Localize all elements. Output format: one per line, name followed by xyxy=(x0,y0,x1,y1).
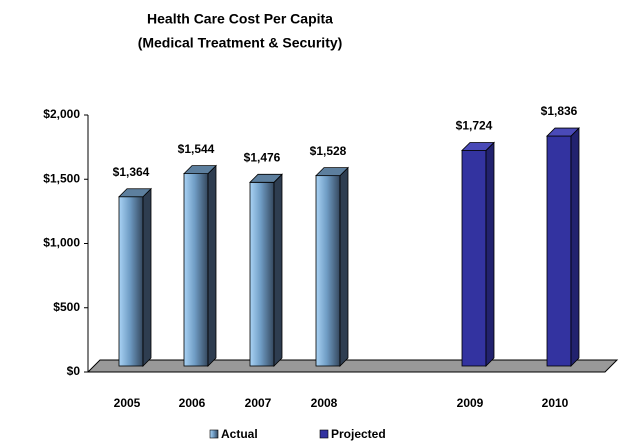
bar-top xyxy=(183,165,217,174)
value-label: $1,724 xyxy=(456,119,493,133)
x-tick-label: 2008 xyxy=(311,396,338,410)
floor xyxy=(86,359,619,373)
bar-top xyxy=(118,188,152,198)
legend-swatch xyxy=(209,429,219,439)
bar xyxy=(315,175,341,367)
value-label: $1,528 xyxy=(310,144,347,158)
bar-side xyxy=(485,141,495,367)
bar-top xyxy=(249,173,283,183)
y-tick-label: $2,000 xyxy=(43,107,80,121)
bar-side xyxy=(339,166,349,367)
bar xyxy=(546,135,572,367)
bar xyxy=(118,196,144,367)
bar-side xyxy=(207,164,217,367)
bar-side xyxy=(570,127,580,367)
bar-side xyxy=(142,187,152,367)
y-tick-label: $1,500 xyxy=(43,171,80,185)
y-tick-label: $1,000 xyxy=(43,236,80,250)
value-label: $1,476 xyxy=(244,151,281,165)
value-label: $1,836 xyxy=(541,104,578,118)
y-tick-label: $500 xyxy=(53,300,80,314)
x-tick-label: 2005 xyxy=(114,396,141,410)
legend-label: Actual xyxy=(221,427,258,441)
bar-top xyxy=(546,127,580,137)
chart-subtitle: (Medical Treatment & Security) xyxy=(138,35,343,51)
x-tick-label: 2010 xyxy=(542,396,569,410)
bar-top xyxy=(315,167,349,177)
bar xyxy=(249,181,275,367)
chart-title: Health Care Cost Per Capita xyxy=(147,11,333,27)
x-tick-label: 2007 xyxy=(245,396,272,410)
x-tick-label: 2009 xyxy=(457,396,484,410)
x-tick-label: 2006 xyxy=(179,396,206,410)
legend-swatch xyxy=(319,429,329,439)
bar-top xyxy=(461,142,495,151)
bar-side xyxy=(273,173,283,367)
bar xyxy=(183,173,209,367)
y-tick-label: $0 xyxy=(67,364,81,378)
bar xyxy=(461,150,487,367)
legend-label: Projected xyxy=(331,427,386,441)
value-label: $1,364 xyxy=(113,165,150,179)
value-label: $1,544 xyxy=(178,142,215,156)
